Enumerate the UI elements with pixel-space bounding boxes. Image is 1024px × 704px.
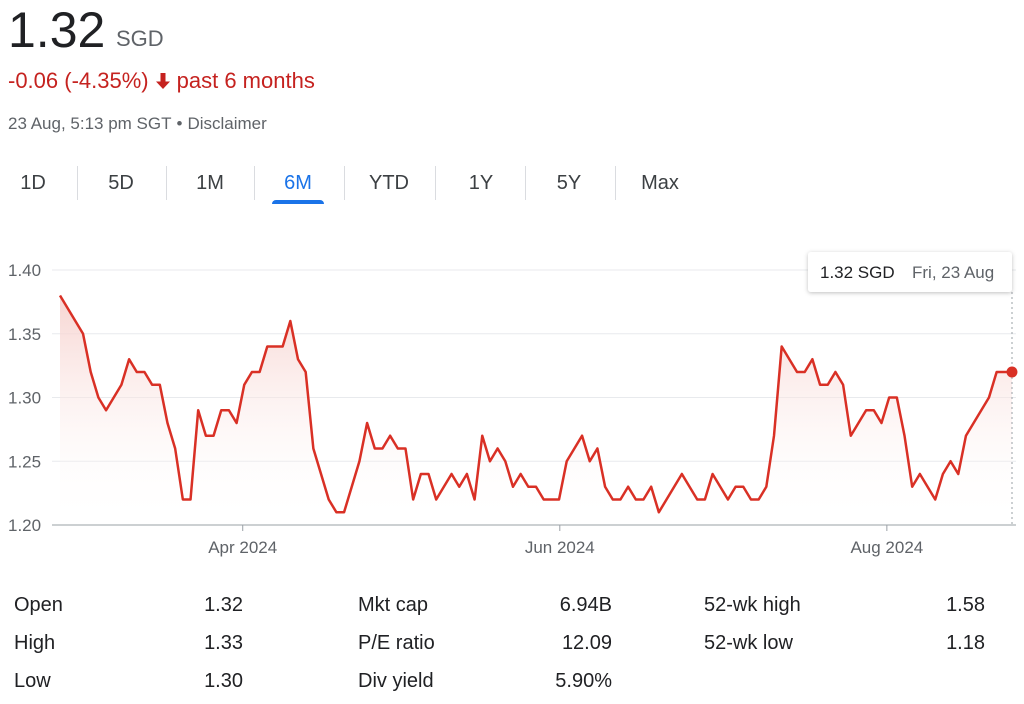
range-tab[interactable]: 6M (284, 172, 312, 194)
currency: SGD (116, 26, 164, 51)
tab-separator (254, 166, 255, 200)
stat-value: 12.09 (561, 632, 612, 654)
x-tick-label: Aug 2024 (850, 538, 923, 557)
y-tick-label: 1.30 (8, 389, 41, 408)
stat-value: 1.33 (204, 632, 243, 654)
stat-label: Low (14, 670, 51, 692)
timestamp-row: 23 Aug, 5:13 pm SGT • Disclaimer (8, 114, 267, 134)
stat-label: High (14, 632, 56, 654)
range-tab[interactable]: 5D (108, 172, 134, 194)
disclaimer-link[interactable]: Disclaimer (187, 114, 267, 133)
selected-underline (272, 200, 324, 204)
tab-separator (525, 166, 526, 200)
stat-value: 1.32 (204, 594, 243, 616)
stat-label: 52-wk high (704, 594, 801, 616)
x-tick-label: Apr 2024 (208, 538, 277, 557)
area (60, 295, 1012, 525)
y-tick-label: 1.20 (8, 516, 41, 535)
tab-separator (343, 166, 345, 200)
tooltip-price: 1.32 SGD (820, 263, 895, 282)
stat-label: Div yield (358, 670, 434, 692)
change-row: -0.06 (-4.35%) past 6 months (8, 68, 315, 94)
timestamp: 23 Aug, 5:13 pm SGT (8, 114, 172, 133)
stat-label: 52-wk low (704, 632, 793, 654)
stat-label: P/E ratio (358, 632, 435, 654)
stat-value: 1.58 (946, 594, 985, 616)
tab-separator (435, 166, 436, 200)
tab-separator (614, 166, 616, 200)
tab-separator (77, 166, 78, 200)
range-tab[interactable]: 1D (20, 172, 46, 194)
stats-table: Open 1.32 High 1.33 Low 1.30 Mkt cap 6.94B P/E r… (0, 590, 1024, 700)
x-tick-label: Jun 2024 (525, 538, 595, 557)
price: 1.32 (8, 2, 106, 58)
tab-separator (165, 166, 167, 200)
stat-value: 1.18 (946, 632, 985, 654)
change: -0.06 (-4.35%) (8, 68, 149, 93)
chart: 1.20 1.25 1.30 1.35 1.40 Apr 2024 Jun 2024 Aug … (8, 252, 1018, 557)
tooltip-date: Fri, 23 Aug (912, 263, 994, 282)
range-tab[interactable]: 1M (196, 172, 224, 194)
y-tick-label: 1.40 (8, 261, 41, 280)
period: past 6 months (176, 68, 315, 93)
stat-label: Mkt cap (358, 594, 429, 616)
range-tabs: 1D 5D 1M 6M YTD 1Y 5Y Max (0, 164, 720, 208)
stat-value: 1.30 (204, 670, 243, 692)
range-tab[interactable]: 1Y (468, 172, 494, 194)
hover-point (1006, 366, 1018, 378)
range-tab[interactable]: 5Y (556, 172, 582, 194)
y-tick-label: 1.35 (8, 325, 41, 344)
stat-value: 6.94B (559, 594, 612, 616)
stat-label: Open (14, 594, 63, 616)
separator: • (176, 114, 183, 133)
range-tab[interactable]: YTD (369, 172, 409, 194)
stat-value: 5.90% (555, 670, 612, 692)
y-tick-label: 1.25 (8, 452, 41, 471)
price-line (58, 294, 1012, 514)
range-tab[interactable]: Max (641, 172, 679, 194)
tooltip-box (808, 252, 1012, 292)
down-arrow-icon (155, 73, 170, 89)
